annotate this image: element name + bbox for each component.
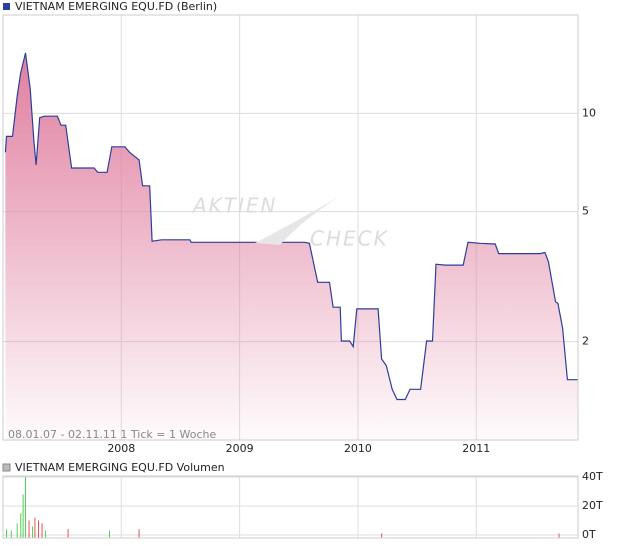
plot	[4, 52, 578, 538]
y-tick-label: 10	[582, 106, 596, 119]
legend-swatch	[3, 3, 10, 10]
volume-frame	[2, 475, 579, 539]
area-fill	[5, 53, 578, 440]
y-tick-label: 0T	[582, 528, 596, 541]
y-tick-label: 20T	[582, 499, 603, 512]
watermark: AKTIEN	[191, 194, 278, 218]
x-tick-label: 2009	[226, 442, 254, 455]
x-tick-label: 2008	[107, 442, 135, 455]
watermark-check	[255, 196, 340, 245]
legend-swatch	[2, 463, 11, 472]
price-line	[4, 52, 578, 401]
chart-note: 08.01.07 - 02.11.11 1 Tick = 1 Woche	[8, 428, 216, 441]
plot-frame	[2, 14, 579, 441]
y-tick-label: 5	[582, 205, 589, 218]
y-tick-label: 2	[582, 335, 589, 348]
y-tick-label: 40T	[582, 470, 603, 483]
chart-title: VIETNAM EMERGING EQU.FD (Berlin)	[15, 0, 217, 13]
volume-title: VIETNAM EMERGING EQU.FD Volumen	[15, 461, 225, 474]
x-tick-label: 2010	[344, 442, 372, 455]
watermark: CHECK	[310, 227, 389, 251]
x-tick-label: 2011	[462, 442, 490, 455]
